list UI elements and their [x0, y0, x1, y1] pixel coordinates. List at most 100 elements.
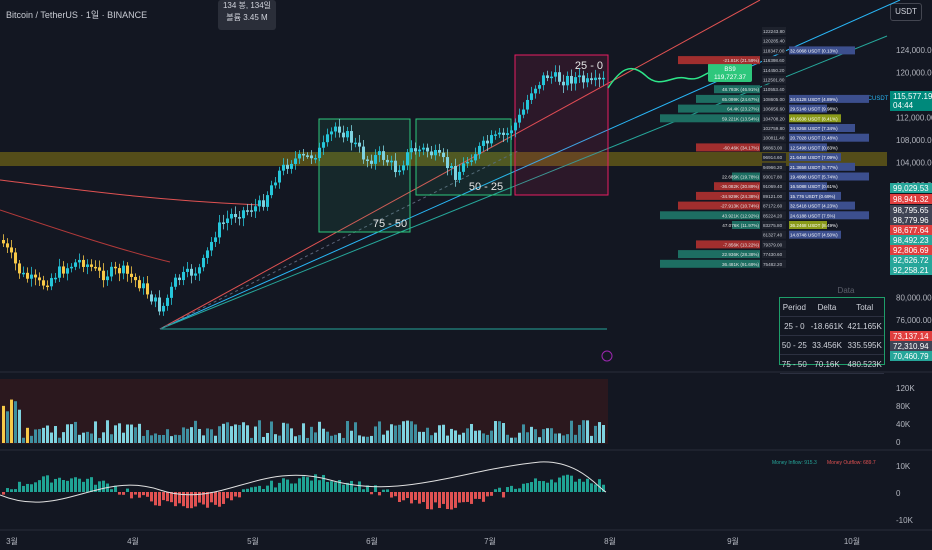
ladder-delta: 47.076K (11.97%) — [722, 223, 759, 228]
candle — [490, 135, 493, 144]
volume-axis-label: 80K — [896, 402, 911, 411]
candle — [602, 77, 605, 80]
candle — [142, 283, 145, 289]
volume-bar — [130, 424, 133, 443]
ladder-volume-bar — [789, 94, 869, 103]
flow-bar — [522, 483, 525, 492]
candle — [42, 280, 45, 286]
volume-bar — [442, 424, 445, 443]
flow-axis-label: -10K — [896, 516, 914, 525]
flow-bar — [442, 492, 445, 504]
flow-bar — [542, 481, 545, 492]
volume-bar — [218, 426, 221, 443]
flow-bar — [446, 492, 449, 510]
right-price-label-bg — [890, 351, 932, 361]
ladder-volume: 21.6458 USDT (7.09%) — [790, 155, 838, 160]
currency-button[interactable]: USDT — [890, 3, 922, 21]
candle — [586, 78, 589, 83]
flow-bar — [170, 492, 173, 503]
y-tick-label: 124,000.00 — [896, 46, 932, 55]
ladder-volume: 32.6068 USDT (0.13%) — [790, 48, 838, 53]
period-cell: 25 - 0 — [780, 316, 809, 336]
ladder-price-bg — [762, 201, 786, 210]
candle — [262, 200, 265, 207]
volume-bar — [490, 430, 493, 443]
ladder-delta: 22.936K (28.38%) — [722, 252, 760, 257]
right-price-label-bg — [890, 215, 932, 225]
ladder-price-bg — [762, 230, 786, 239]
volume-bar — [266, 432, 269, 443]
ladder-delta: 48.793K (46.91%) — [722, 87, 760, 92]
candle — [474, 154, 477, 161]
flow-bar — [366, 485, 369, 492]
candle — [434, 150, 437, 156]
candle — [402, 165, 405, 171]
volume-bar — [394, 425, 397, 443]
flow-bar — [270, 480, 273, 492]
ladder-volume-bar — [789, 153, 841, 162]
ladder-price-bg — [762, 211, 786, 220]
ladder-volume-bar — [789, 124, 855, 132]
flow-bar — [98, 481, 101, 492]
candle — [598, 77, 601, 80]
dashed-trend-line — [159, 149, 521, 330]
right-price-label-bg — [890, 194, 932, 204]
projection-label-price: 119,727.37 — [714, 74, 746, 81]
ladder-price: 106656.60 — [763, 107, 785, 112]
candle — [178, 277, 181, 281]
flow-bar — [86, 478, 89, 492]
flow-bar — [22, 485, 25, 492]
candle — [366, 159, 369, 161]
ladder-delta: -7.856K (13.22%) — [723, 242, 759, 247]
flow-bar — [230, 492, 233, 501]
ladder-price: 108605.00 — [763, 97, 785, 102]
volume-bar — [98, 437, 101, 443]
right-price-label: 98,677.64 — [893, 226, 929, 235]
volume-bar — [526, 432, 529, 443]
ladder-volume: 32.5418 USDT (4.23%) — [790, 204, 838, 209]
ladder-price: 81327.40 — [763, 233, 783, 238]
volume-bar — [90, 433, 93, 443]
right-price-label: 72,310.94 — [893, 342, 929, 351]
flow-bar — [318, 480, 321, 492]
candle — [118, 268, 121, 274]
volume-bar — [138, 423, 141, 443]
candle — [486, 140, 489, 144]
flow-bar — [242, 489, 245, 492]
flow-bar — [430, 492, 433, 510]
right-price-label: 98,492.23 — [893, 236, 929, 245]
volume-bar — [78, 434, 81, 443]
right-price-label-bg — [890, 341, 932, 351]
table-watermark: Data — [838, 286, 855, 295]
ladder-price-bg — [762, 94, 786, 103]
volume-bar — [466, 428, 469, 443]
right-price-label-bg — [890, 255, 932, 265]
candle — [218, 222, 221, 238]
candle — [230, 213, 233, 219]
flow-bar — [202, 492, 205, 505]
candle — [566, 75, 569, 86]
volume-bar — [154, 433, 157, 443]
flow-bar — [222, 492, 225, 504]
delta-cell: 70.16K — [808, 354, 846, 374]
flow-bar — [278, 482, 281, 492]
chart-title: Bitcoin / TetherUS · 1일 · BINANCE — [6, 10, 148, 20]
candle — [326, 134, 329, 143]
ladder-delta-bar — [696, 94, 760, 103]
ladder-volume: 16.5088 USDT (0.61%) — [790, 184, 838, 189]
flow-bar — [402, 492, 405, 501]
flow-bar — [502, 492, 505, 498]
candle — [498, 132, 501, 135]
volume-bar — [506, 434, 509, 443]
volume-bar — [582, 420, 585, 443]
ladder-delta-bar — [660, 114, 760, 123]
ladder-delta-bar — [696, 240, 760, 249]
price-label-symbol: BTCUSDT — [860, 96, 889, 102]
ladder-delta-bar — [678, 201, 760, 210]
ma-line — [0, 179, 261, 206]
flow-bar — [474, 492, 477, 499]
right-price-label: 99,029.53 — [893, 184, 929, 193]
volume-bar — [194, 420, 197, 443]
total-cell: 421.165K — [845, 316, 884, 336]
